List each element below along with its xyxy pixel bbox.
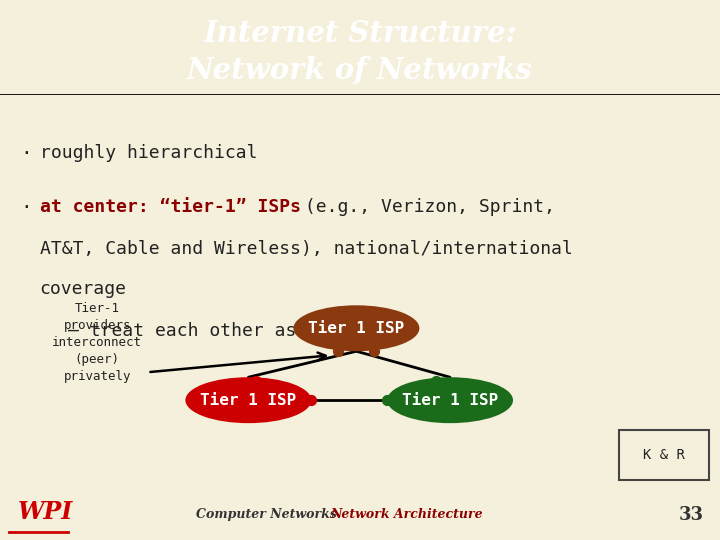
Point [250, 377, 261, 386]
Text: (e.g., Verizon, Sprint,: (e.g., Verizon, Sprint, [294, 198, 554, 217]
Text: ·: · [20, 144, 32, 164]
Text: ·: · [20, 198, 32, 218]
Text: Internet Structure:: Internet Structure: [203, 18, 517, 48]
Point [305, 396, 317, 404]
Point [369, 347, 380, 355]
Text: Tier 1 ISP: Tier 1 ISP [308, 321, 405, 336]
Point [430, 377, 441, 386]
Ellipse shape [294, 305, 419, 351]
Text: 33: 33 [679, 506, 703, 524]
Point [382, 396, 393, 404]
Text: Tier-1
providers
interconnect
(peer)
privately: Tier-1 providers interconnect (peer) pri… [53, 302, 142, 383]
Text: roughly hierarchical: roughly hierarchical [40, 144, 257, 163]
Text: Network of Networks: Network of Networks [187, 56, 533, 85]
Point [333, 347, 344, 355]
Text: Network Architecture: Network Architecture [330, 508, 483, 521]
Text: coverage: coverage [40, 280, 127, 298]
Text: Computer Networks: Computer Networks [196, 508, 337, 521]
Ellipse shape [387, 377, 513, 423]
Text: WPI: WPI [18, 501, 73, 524]
Text: Tier 1 ISP: Tier 1 ISP [200, 393, 297, 408]
Text: – treat each other as equals: – treat each other as equals [68, 322, 373, 340]
Text: at center: “tier-1” ISPs: at center: “tier-1” ISPs [40, 198, 301, 217]
Text: Tier 1 ISP: Tier 1 ISP [402, 393, 498, 408]
Text: K & R: K & R [643, 448, 685, 462]
Text: AT&T, Cable and Wireless), national/international: AT&T, Cable and Wireless), national/inte… [40, 240, 572, 258]
FancyBboxPatch shape [619, 430, 709, 480]
FancyArrowPatch shape [150, 353, 325, 372]
Ellipse shape [185, 377, 311, 423]
